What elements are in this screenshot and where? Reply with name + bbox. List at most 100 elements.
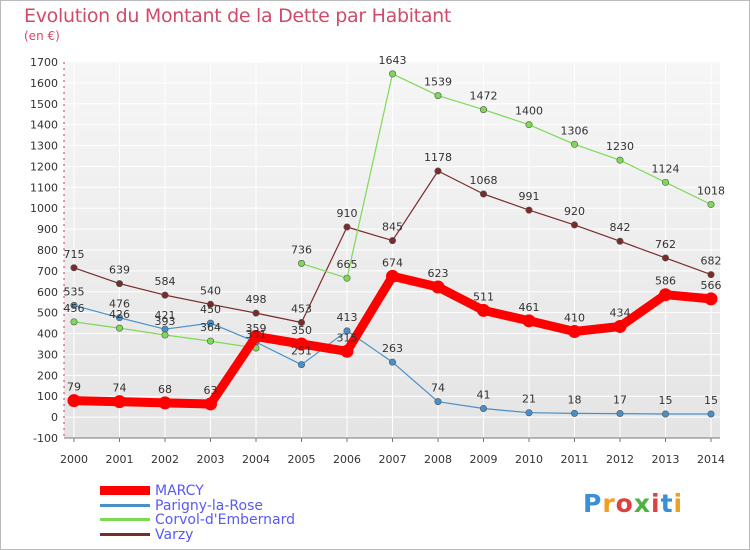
data-label: 434 bbox=[610, 306, 631, 319]
data-point bbox=[116, 314, 124, 322]
x-tick-label: 2014 bbox=[697, 453, 725, 466]
x-tick-label: 2011 bbox=[561, 453, 589, 466]
data-label: 21 bbox=[522, 393, 536, 406]
data-label: 1643 bbox=[379, 54, 407, 67]
x-tick-label: 2005 bbox=[288, 453, 316, 466]
data-label: 991 bbox=[519, 190, 540, 203]
legend-swatch bbox=[100, 503, 150, 507]
data-label: 535 bbox=[64, 285, 85, 298]
logo-letter: o bbox=[615, 489, 634, 518]
x-tick-label: 2010 bbox=[515, 453, 543, 466]
logo-letter: t bbox=[660, 489, 674, 518]
data-label: 674 bbox=[382, 256, 403, 269]
data-label: 450 bbox=[200, 303, 221, 316]
proxiti-logo: Proxiti bbox=[583, 489, 683, 518]
data-label: 842 bbox=[610, 221, 631, 234]
y-tick-label: 500 bbox=[37, 307, 58, 320]
y-tick-label: 200 bbox=[37, 369, 58, 382]
data-point bbox=[343, 327, 351, 335]
data-point bbox=[249, 329, 263, 343]
data-point bbox=[434, 92, 442, 100]
y-tick-label: 0 bbox=[51, 411, 58, 424]
series-line-corvol-d-embernard bbox=[300, 262, 348, 279]
data-label: 498 bbox=[246, 293, 267, 306]
data-point bbox=[204, 397, 217, 411]
data-point bbox=[661, 178, 669, 186]
x-tick-label: 2013 bbox=[652, 453, 680, 466]
data-point bbox=[207, 319, 215, 327]
data-label: 845 bbox=[382, 221, 403, 234]
y-tick-label: 1100 bbox=[30, 181, 58, 194]
data-label: 715 bbox=[64, 248, 85, 261]
data-point bbox=[570, 140, 578, 148]
y-tick-label: 300 bbox=[37, 348, 58, 361]
data-point bbox=[570, 409, 578, 417]
data-label: 79 bbox=[67, 381, 81, 394]
data-point bbox=[434, 398, 442, 406]
data-label: 1472 bbox=[470, 90, 498, 103]
data-label: 18 bbox=[568, 393, 582, 406]
y-tick-label: 700 bbox=[37, 265, 58, 278]
data-label: 511 bbox=[473, 290, 494, 303]
y-tick-label: 900 bbox=[37, 223, 58, 236]
chart-subtitle: (en €) bbox=[24, 29, 60, 43]
data-point bbox=[479, 190, 487, 198]
data-label: 350 bbox=[291, 324, 312, 337]
data-label: 1018 bbox=[697, 184, 725, 197]
y-tick-label: 1700 bbox=[30, 56, 58, 69]
data-label: 762 bbox=[655, 238, 676, 251]
data-label: 251 bbox=[291, 345, 312, 358]
data-label: 1539 bbox=[424, 76, 452, 89]
data-point bbox=[477, 303, 490, 317]
y-tick-label: 1200 bbox=[30, 160, 58, 173]
data-label: 1306 bbox=[561, 124, 589, 137]
y-tick-label: 100 bbox=[37, 390, 58, 403]
data-label: 1400 bbox=[515, 105, 543, 118]
data-point bbox=[613, 319, 627, 333]
data-label: 910 bbox=[337, 207, 358, 220]
x-tick-label: 2007 bbox=[379, 453, 407, 466]
data-label: 364 bbox=[200, 321, 221, 334]
x-tick-label: 2012 bbox=[606, 453, 634, 466]
data-label: 263 bbox=[382, 342, 403, 355]
data-label: 15 bbox=[704, 394, 718, 407]
data-point bbox=[113, 395, 126, 409]
x-tick-label: 2009 bbox=[470, 453, 498, 466]
y-tick-label: -100 bbox=[33, 432, 58, 445]
data-point bbox=[388, 237, 396, 245]
data-label: 736 bbox=[291, 243, 312, 256]
logo-letter: i bbox=[673, 489, 684, 518]
data-point bbox=[295, 337, 308, 351]
x-tick-label: 2008 bbox=[424, 453, 452, 466]
data-label: 426 bbox=[109, 308, 130, 321]
x-tick-label: 2000 bbox=[60, 453, 88, 466]
data-point bbox=[707, 200, 715, 208]
y-tick-label: 1500 bbox=[30, 98, 58, 111]
data-point bbox=[434, 167, 442, 175]
data-label: 1230 bbox=[606, 140, 634, 153]
logo-letter: r bbox=[602, 489, 616, 518]
data-label: 359 bbox=[246, 322, 267, 335]
y-tick-label: 1600 bbox=[30, 77, 58, 90]
data-point bbox=[704, 292, 718, 306]
data-point bbox=[116, 280, 124, 288]
data-point bbox=[161, 331, 169, 339]
data-label: 476 bbox=[109, 298, 130, 311]
data-point bbox=[525, 121, 533, 129]
data-point bbox=[252, 309, 260, 317]
data-point bbox=[343, 223, 351, 231]
data-point bbox=[616, 410, 624, 418]
logo-letter: i bbox=[651, 489, 661, 518]
legend-label: Corvol-d'Embernard bbox=[155, 512, 295, 528]
data-label: 584 bbox=[155, 275, 176, 288]
data-label: 393 bbox=[155, 315, 176, 328]
data-point bbox=[207, 337, 215, 345]
data-label: 665 bbox=[337, 258, 358, 271]
data-point bbox=[568, 324, 581, 338]
logo-letter: x bbox=[633, 489, 651, 518]
legend-label: MARCY bbox=[155, 483, 204, 499]
data-label: 623 bbox=[428, 267, 449, 280]
data-point bbox=[659, 288, 672, 302]
data-label: 68 bbox=[158, 383, 172, 396]
x-tick-label: 2006 bbox=[333, 453, 361, 466]
